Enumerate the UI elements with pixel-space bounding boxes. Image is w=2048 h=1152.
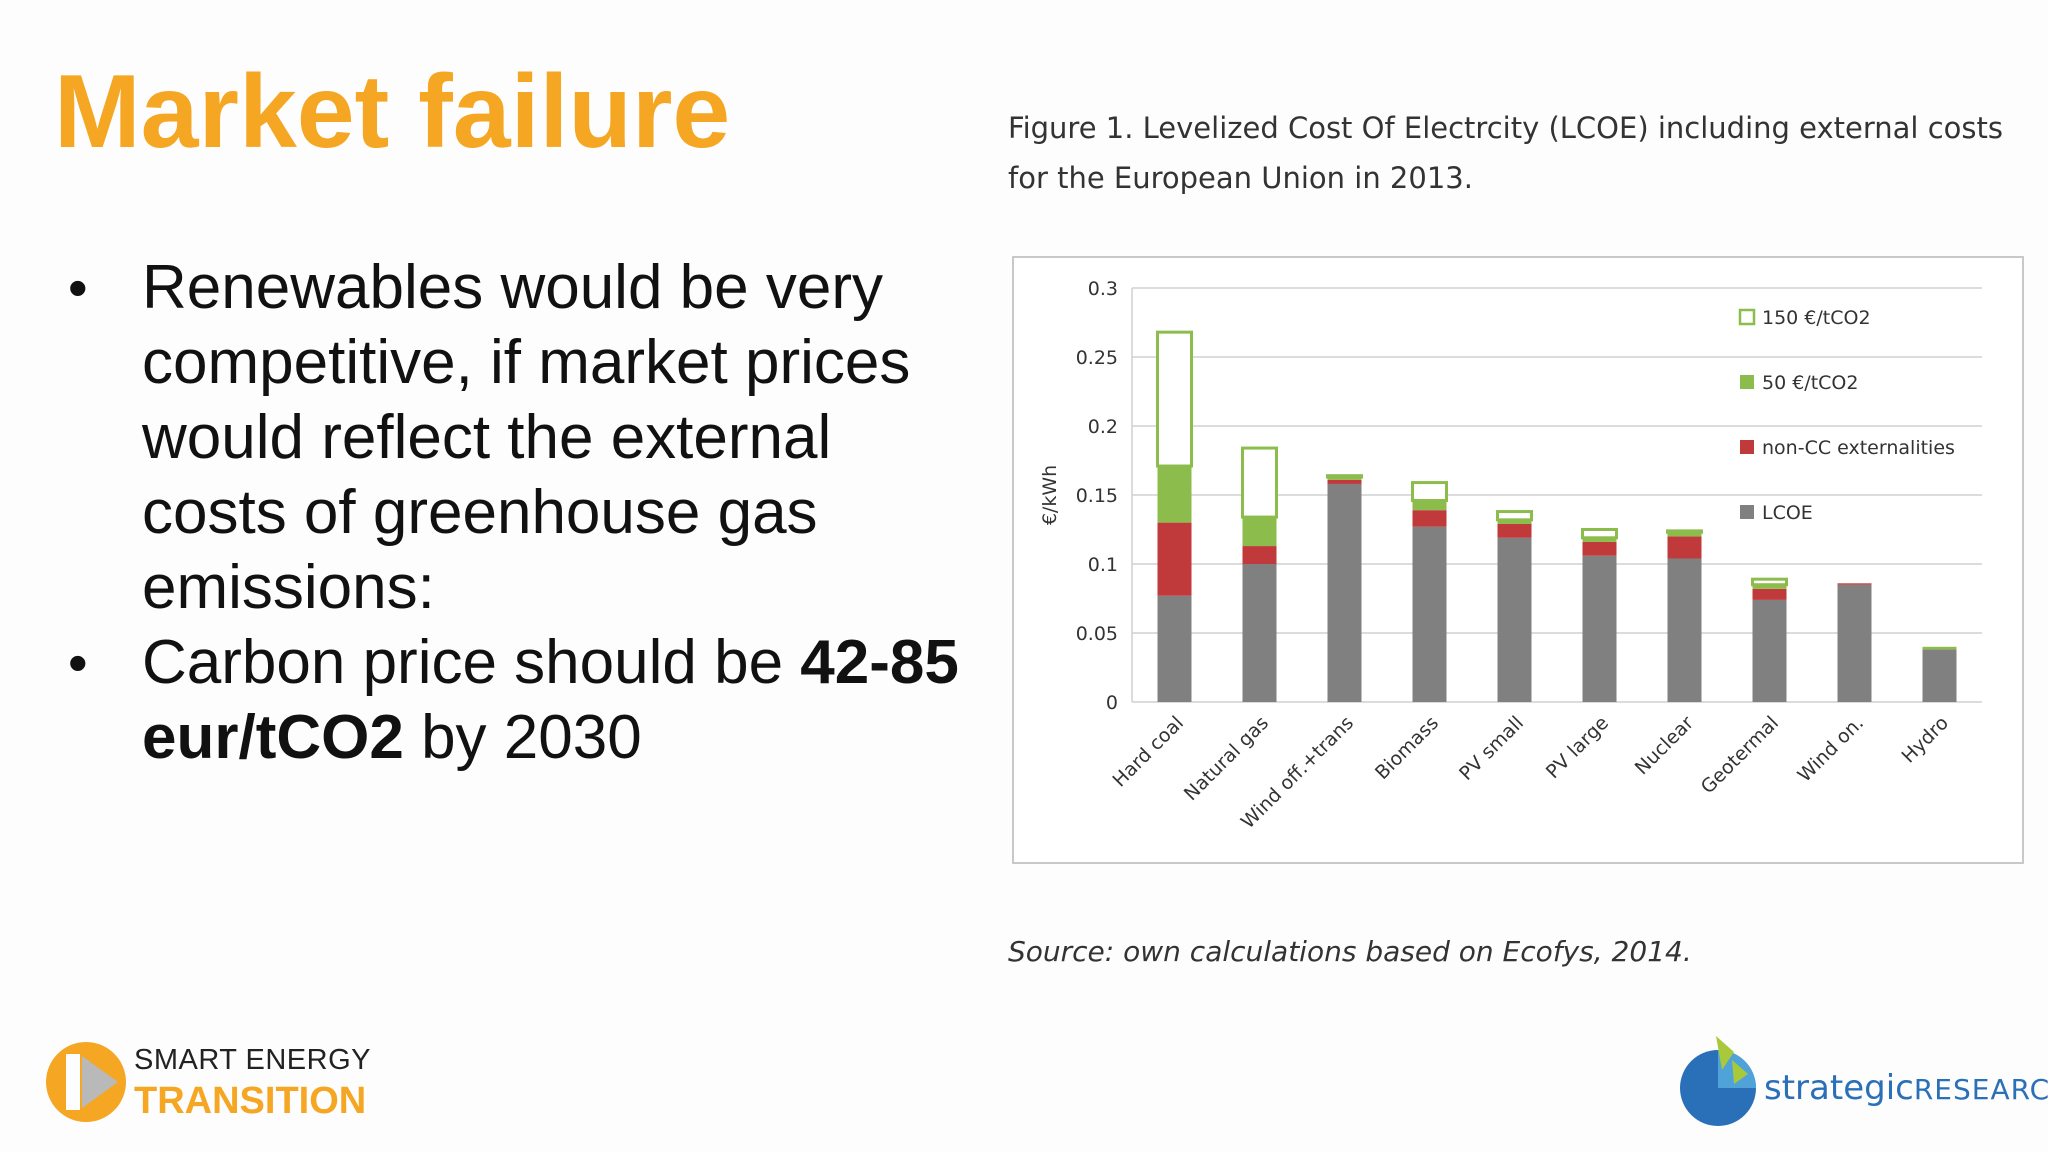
legend-swatch-3: [1740, 505, 1754, 519]
y-tick-label-5: 0.25: [1076, 347, 1118, 369]
logo-line1: SMART ENERGY: [134, 1044, 371, 1076]
bar-pv-small-series-3: [1496, 510, 1533, 522]
bar-pv-large-series-1: [1582, 541, 1617, 556]
x-tick-label-5: PV large: [1542, 712, 1613, 783]
bar-wind-on--series-1: [1837, 583, 1872, 585]
bar-natural-gas-series-2: [1242, 517, 1277, 547]
bar-hydro-series-2: [1922, 646, 1957, 650]
legend-swatch-0: [1738, 308, 1756, 326]
bar-wind-off-trans-series-0: [1327, 483, 1362, 702]
logo-brand-part1: strategic: [1764, 1068, 1914, 1108]
legend-label-1: 50 €/tCO2: [1762, 372, 1858, 394]
bar-natural-gas-series-3: [1241, 446, 1278, 519]
bullet-carbon-price: Carbon price should be 42-85 eur/tCO2 by…: [60, 625, 965, 775]
bar-natural-gas-series-0: [1242, 564, 1277, 702]
legend-label-3: LCOE: [1762, 502, 1813, 524]
legend-label-0: 150 €/tCO2: [1762, 307, 1871, 329]
y-tick-label-2: 0.1: [1088, 554, 1118, 576]
bar-pv-small-series-2: [1497, 519, 1532, 524]
legend-label-2: non-CC externalities: [1762, 437, 1955, 459]
bar-biomass-series-1: [1412, 510, 1447, 527]
bullet-list-container: Renewables would be very competitive, if…: [60, 250, 965, 790]
bullet-carbon-price-bold: 42-85 eur/tCO2: [142, 628, 959, 772]
bar-pv-large-series-2: [1582, 537, 1617, 542]
x-tick-label-3: Biomass: [1371, 712, 1443, 784]
figure-caption: Figure 1. Levelized Cost Of Electrcity (…: [1008, 111, 2003, 195]
smart-energy-logo: SMART ENERGY TRANSITION: [44, 1036, 404, 1136]
bar-natural-gas-series-1: [1242, 546, 1277, 564]
bar-hard-coal-series-2: [1157, 466, 1192, 523]
legend-swatch-1: [1740, 375, 1754, 389]
bullet-list: Renewables would be very competitive, if…: [60, 250, 965, 775]
logo-brand-part2: RESEARCH: [1913, 1073, 2048, 1106]
bar-wind-off-trans-series-1: [1327, 479, 1362, 484]
bar-wind-off-trans-series-3: [1326, 474, 1363, 479]
x-tick-label-1: Natural gas: [1180, 712, 1273, 805]
y-tick-label-3: 0.15: [1076, 485, 1118, 507]
bar-wind-on--series-0: [1837, 584, 1872, 702]
y-axis-label: €/kWh: [1039, 465, 1061, 525]
bar-nuclear-series-3: [1666, 529, 1703, 534]
bar-geotermal-series-1: [1752, 588, 1787, 600]
bar-pv-small-series-1: [1497, 523, 1532, 538]
y-tick-label-6: 0.3: [1088, 278, 1118, 300]
bar-pv-large-series-0: [1582, 555, 1617, 702]
bar-biomass-series-2: [1412, 500, 1447, 511]
strategic-research-mark-icon: [1680, 1036, 1756, 1126]
logo-brand-text: strategicRESEARCH: [1764, 1068, 2048, 1108]
bar-geotermal-series-3: [1751, 577, 1788, 587]
x-tick-label-4: PV small: [1455, 712, 1528, 785]
x-tick-label-6: Nuclear: [1631, 712, 1698, 779]
y-tick-label-1: 0.05: [1076, 623, 1118, 645]
bar-nuclear-series-1: [1667, 536, 1702, 559]
logo-line2: TRANSITION: [134, 1080, 367, 1122]
lcoe-chart: 0 0.05 0.1 0.15 0.2 0.25 0.3 €/kWh Hard coalNatu…: [1039, 278, 1982, 833]
y-tick-label-4: 0.2: [1088, 416, 1118, 438]
strategic-research-logo: strategicRESEARCH: [1676, 1030, 2048, 1130]
y-tick-label-0: 0: [1106, 692, 1118, 714]
bar-hard-coal-series-1: [1157, 522, 1192, 596]
bar-biomass-series-3: [1411, 481, 1448, 503]
x-tick-label-9: Hydro: [1897, 712, 1953, 768]
x-tick-label-8: Wind on.: [1793, 712, 1868, 787]
x-tick-label-7: Geotermal: [1697, 712, 1783, 798]
chart-frame: 0 0.05 0.1 0.15 0.2 0.25 0.3 €/kWh Hard coal Natu…: [1012, 256, 2024, 864]
bar-nuclear-series-0: [1667, 558, 1702, 702]
bar-hard-coal-series-0: [1157, 595, 1192, 702]
bar-geotermal-series-2: [1752, 584, 1787, 589]
figure-source: Source: own calculations based on Ecofys…: [1008, 935, 1692, 968]
bullet-renewables-text: Renewables would be very competitive, if…: [142, 253, 911, 622]
bar-nuclear-series-2: [1667, 532, 1702, 537]
bar-pv-large-series-3: [1581, 528, 1618, 540]
bullet-carbon-price-text-after: by 2030: [403, 703, 642, 772]
x-tick-label-0: Hard coal: [1108, 712, 1188, 792]
bar-pv-small-series-0: [1497, 537, 1532, 702]
play-arrow-logo-icon: [46, 1042, 126, 1122]
bar-geotermal-series-0: [1752, 599, 1787, 702]
bar-hydro-series-0: [1922, 649, 1957, 702]
bar-hard-coal-series-3: [1156, 330, 1193, 468]
legend-swatch-2: [1740, 440, 1754, 454]
bar-biomass-series-0: [1412, 526, 1447, 702]
bullet-carbon-price-text-before: Carbon price should be: [142, 628, 801, 697]
slide-title: Market failure: [54, 54, 731, 170]
bullet-renewables: Renewables would be very competitive, if…: [60, 250, 965, 625]
